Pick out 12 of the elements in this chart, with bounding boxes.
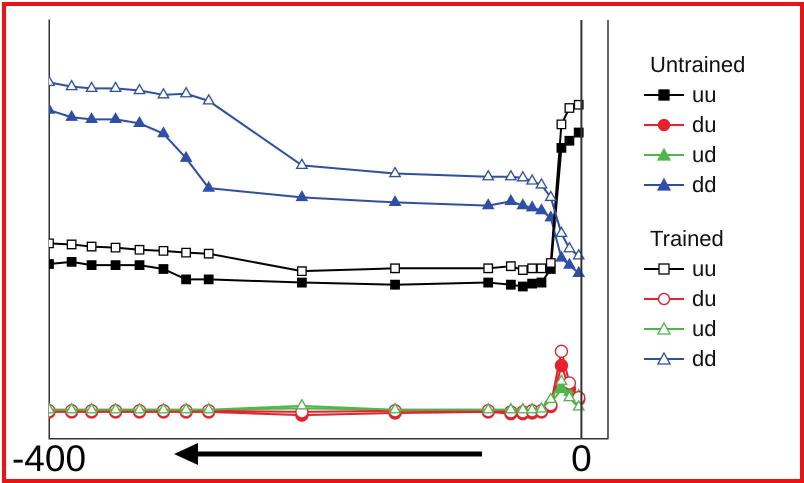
legend-label: ud xyxy=(692,315,716,343)
x-tick-label: -400 xyxy=(12,438,86,480)
legend-label: du xyxy=(692,285,716,313)
legend-label: dd xyxy=(692,171,716,199)
text: Trained xyxy=(650,225,725,253)
legend-label: ud xyxy=(692,141,716,169)
legend-label: du xyxy=(692,111,716,139)
legend-label: uu xyxy=(692,81,716,109)
legend-label: uu xyxy=(692,255,716,283)
legend-label: dd xyxy=(692,345,716,373)
text: Untrained xyxy=(650,51,746,79)
x-tick-label: 0 xyxy=(571,438,592,480)
